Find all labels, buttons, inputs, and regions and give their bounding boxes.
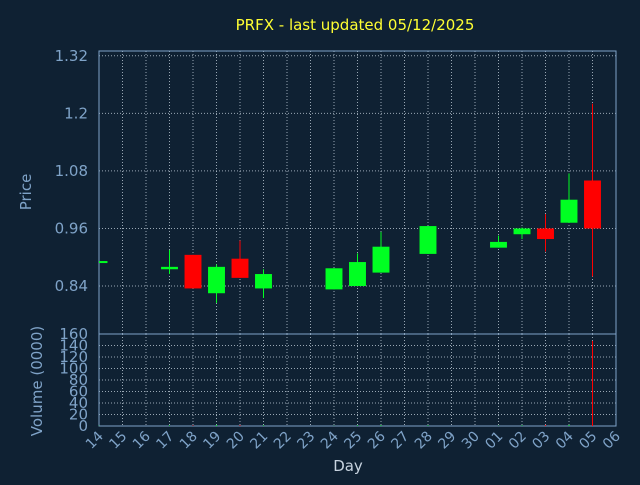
volume-tick-label: 160 — [59, 325, 88, 343]
volume-tick-label: 60 — [69, 383, 88, 401]
volume-tick-label: 0 — [78, 417, 88, 435]
x-axis-label: Day — [333, 457, 363, 475]
candle-body — [208, 266, 225, 294]
volume-tick-label: 20 — [69, 406, 88, 424]
volume-tick-label: 120 — [59, 348, 88, 366]
price-grid — [99, 51, 616, 334]
volume-tick-label: 140 — [59, 337, 88, 355]
volume-axis-label: Volume (0000) — [28, 326, 46, 436]
candle-body — [255, 274, 272, 289]
volume-grid — [99, 334, 616, 426]
volume-tick-label: 40 — [69, 394, 88, 412]
price-axis-label: Price — [17, 174, 35, 211]
volume-tick-label: 100 — [59, 360, 88, 378]
candle-body — [231, 258, 249, 278]
price-tick-label: 0.96 — [55, 219, 88, 237]
volume-bars — [98, 340, 593, 426]
price-tick-label: 1.08 — [55, 162, 88, 180]
price-tick-label: 1.2 — [64, 104, 88, 122]
candles — [99, 103, 601, 303]
price-tick-label: 0.84 — [55, 277, 88, 295]
candle-body — [99, 261, 108, 264]
price-tick-label: 1.32 — [55, 47, 88, 65]
candle-body — [349, 262, 366, 287]
volume-tick-label: 80 — [69, 371, 88, 389]
candle-body — [161, 266, 178, 270]
candle-body — [513, 228, 531, 235]
candle-body — [184, 254, 202, 289]
candle-body — [372, 246, 390, 273]
candle-body — [325, 268, 343, 290]
x-axis: 14 15 16 17 18 19 20 21 22 23 24 25 26 27 28 29 30 01 02 03… — [83, 428, 624, 452]
chart-title: PRFX - last updated 05/12/2025 — [236, 16, 475, 34]
candle-body — [584, 180, 601, 229]
candle-body — [537, 228, 554, 240]
candle-body — [419, 226, 437, 254]
candle-body — [490, 241, 507, 248]
candle-body — [560, 199, 578, 223]
price-y-axis: 0.84 0.96 1.08 1.2 1.32 — [55, 47, 88, 295]
